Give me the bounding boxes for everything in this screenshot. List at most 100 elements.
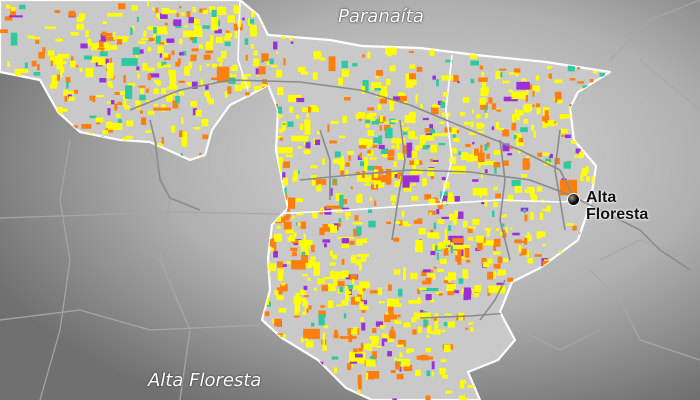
land-use-patch: [554, 157, 560, 165]
land-use-patch: [585, 166, 589, 174]
land-use-patch: [432, 273, 436, 280]
land-use-patch: [376, 345, 382, 348]
land-use-patch: [343, 313, 347, 319]
land-use-patch: [330, 271, 344, 279]
land-use-patch: [419, 140, 425, 149]
land-use-patch: [418, 228, 426, 235]
land-use-patch: [190, 100, 197, 107]
land-use-patch: [341, 271, 349, 278]
land-use-patch: [503, 214, 507, 217]
land-use-patch: [287, 121, 294, 127]
land-use-patch: [476, 114, 481, 119]
land-use-patch: [441, 216, 449, 219]
land-use-patch: [414, 312, 431, 320]
land-use-patch: [463, 292, 468, 301]
land-use-patch: [206, 41, 213, 49]
land-use-patch: [415, 239, 423, 248]
land-use-patch: [381, 333, 388, 338]
land-use-patch: [276, 106, 283, 114]
land-use-patch: [283, 161, 290, 169]
land-use-patch: [511, 123, 517, 131]
land-use-patch: [60, 108, 68, 112]
land-use-patch: [546, 205, 551, 212]
land-use-patch: [431, 107, 439, 115]
land-use-patch: [341, 258, 345, 265]
land-use-patch: [365, 114, 373, 121]
land-use-patch: [279, 217, 286, 223]
land-use-patch: [531, 124, 535, 131]
land-use-patch: [441, 195, 448, 201]
land-use-patch: [469, 288, 474, 294]
land-use-patch: [311, 322, 315, 327]
city-label-alta-floresta: Alta Floresta: [586, 189, 648, 223]
land-use-patch: [120, 38, 128, 43]
land-use-patch: [403, 267, 406, 281]
land-use-patch: [302, 311, 307, 315]
land-use-patch: [356, 174, 368, 182]
land-use-patch: [56, 57, 63, 70]
land-use-patch: [536, 103, 541, 108]
land-use-patch: [359, 152, 362, 159]
land-use-patch: [415, 244, 423, 253]
land-use-patch: [168, 9, 177, 14]
land-use-patch: [434, 328, 441, 335]
land-use-patch: [107, 123, 123, 130]
land-use-patch: [481, 77, 486, 91]
land-use-patch: [368, 207, 373, 213]
land-use-patch: [166, 38, 175, 43]
land-use-patch: [497, 256, 503, 264]
land-use-patch: [178, 6, 182, 9]
land-use-patch: [463, 220, 468, 228]
land-use-patch: [417, 297, 421, 303]
land-use-patch: [422, 145, 429, 150]
land-use-patch: [446, 192, 453, 200]
land-use-patch: [322, 158, 325, 165]
land-use-patch: [362, 54, 365, 58]
land-use-patch: [412, 183, 416, 186]
land-use-patch: [216, 66, 229, 83]
land-use-patch: [110, 100, 115, 105]
land-use-patch: [481, 99, 487, 102]
land-use-patch: [374, 200, 377, 206]
land-use-patch: [523, 208, 526, 213]
land-use-patch: [397, 344, 404, 347]
land-use-patch: [278, 308, 287, 313]
land-use-patch: [377, 287, 382, 295]
land-use-patch: [430, 229, 434, 233]
land-use-patch: [374, 166, 382, 170]
land-use-patch: [415, 136, 418, 140]
land-use-patch: [518, 137, 524, 143]
land-use-patch: [367, 165, 375, 171]
land-use-patch: [397, 314, 401, 318]
land-use-patch: [437, 219, 445, 224]
land-use-patch: [374, 180, 381, 188]
land-use-patch: [365, 359, 376, 367]
land-use-patch: [479, 193, 482, 198]
land-use-patch: [164, 22, 169, 26]
black-dot-icon: [568, 194, 579, 205]
land-use-patch: [274, 114, 283, 118]
land-use-patch: [92, 95, 96, 103]
land-use-patch: [430, 330, 438, 335]
land-use-patch: [217, 57, 223, 63]
land-use-patch: [413, 220, 419, 224]
land-use-patch: [390, 339, 395, 342]
land-use-patch: [186, 11, 191, 18]
land-use-patch: [219, 62, 222, 67]
land-use-patch: [477, 152, 485, 163]
land-use-patch: [264, 311, 270, 317]
land-use-patch: [14, 68, 21, 76]
land-use-patch: [376, 70, 383, 76]
land-use-patch: [542, 116, 549, 122]
land-use-patch: [85, 67, 94, 78]
land-use-patch: [402, 175, 420, 183]
land-use-patch: [322, 345, 327, 351]
land-use-patch: [253, 86, 262, 91]
land-use-patch: [406, 349, 411, 354]
land-use-patch: [357, 286, 363, 292]
land-use-patch: [406, 142, 413, 158]
land-use-patch: [97, 47, 105, 50]
land-use-patch: [56, 107, 63, 115]
land-use-patch: [365, 119, 371, 124]
